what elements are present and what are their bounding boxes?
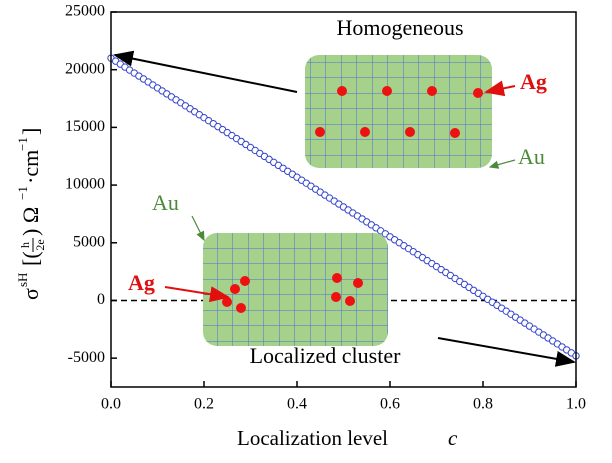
y-axis-title-part: −1 bbox=[15, 186, 30, 200]
annotation: Ag bbox=[520, 69, 547, 94]
y-axis-title-part: ] bbox=[18, 128, 43, 135]
x-axis-title-part: Localization level bbox=[237, 426, 388, 450]
inset-cluster bbox=[203, 233, 388, 346]
y-axis-title-part: ·cm bbox=[18, 150, 43, 184]
page: {"chart_data":{"type":"scatter", "x":[0,… bbox=[0, 0, 612, 463]
x-tick-label: 0.6 bbox=[380, 396, 400, 413]
y-tick-label: 20000 bbox=[65, 60, 105, 77]
annotation: Au bbox=[518, 144, 545, 169]
x-tick-label: 0.4 bbox=[287, 396, 307, 413]
x-tick-label: 0.0 bbox=[101, 396, 121, 413]
chart: -5000 0 5000 10000 15000 20000 25000 0.0 0.2 0.4 0… bbox=[0, 0, 612, 458]
x-tick-label: 0.8 bbox=[473, 396, 493, 413]
y-axis-title: σ sH [( h 2e ) Ω −1 ·cm −1 ] bbox=[15, 128, 47, 300]
y-axis-title-part: σ bbox=[18, 288, 43, 300]
y-tick-label: 25000 bbox=[65, 3, 105, 20]
y-axis-title-part: ) Ω bbox=[18, 207, 43, 236]
y-tick-label: 10000 bbox=[65, 176, 105, 193]
annotation: Homogeneous bbox=[336, 15, 463, 40]
x-tick-label: 1.0 bbox=[566, 396, 586, 413]
y-axis-title-part: −1 bbox=[15, 137, 30, 151]
x-axis-title: Localization level c bbox=[237, 426, 458, 450]
y-tick-label: 5000 bbox=[73, 233, 105, 250]
y-tick-label: -5000 bbox=[68, 349, 105, 366]
annotation: Au bbox=[152, 190, 179, 215]
x-axis-title-part: c bbox=[448, 426, 458, 450]
y-axis-title-part: [( bbox=[18, 251, 43, 266]
y-axis-title-part: h bbox=[18, 242, 32, 248]
inset-homogeneous bbox=[305, 55, 492, 168]
annotation: Ag bbox=[128, 270, 155, 295]
y-axis-title-part: sH bbox=[15, 273, 30, 287]
y-tick-label: 0 bbox=[97, 291, 105, 308]
annotation: Localized cluster bbox=[250, 343, 402, 368]
x-tick-label: 0.2 bbox=[194, 396, 214, 413]
y-axis-title-part: 2e bbox=[33, 239, 47, 250]
y-tick-label: 15000 bbox=[65, 118, 105, 135]
